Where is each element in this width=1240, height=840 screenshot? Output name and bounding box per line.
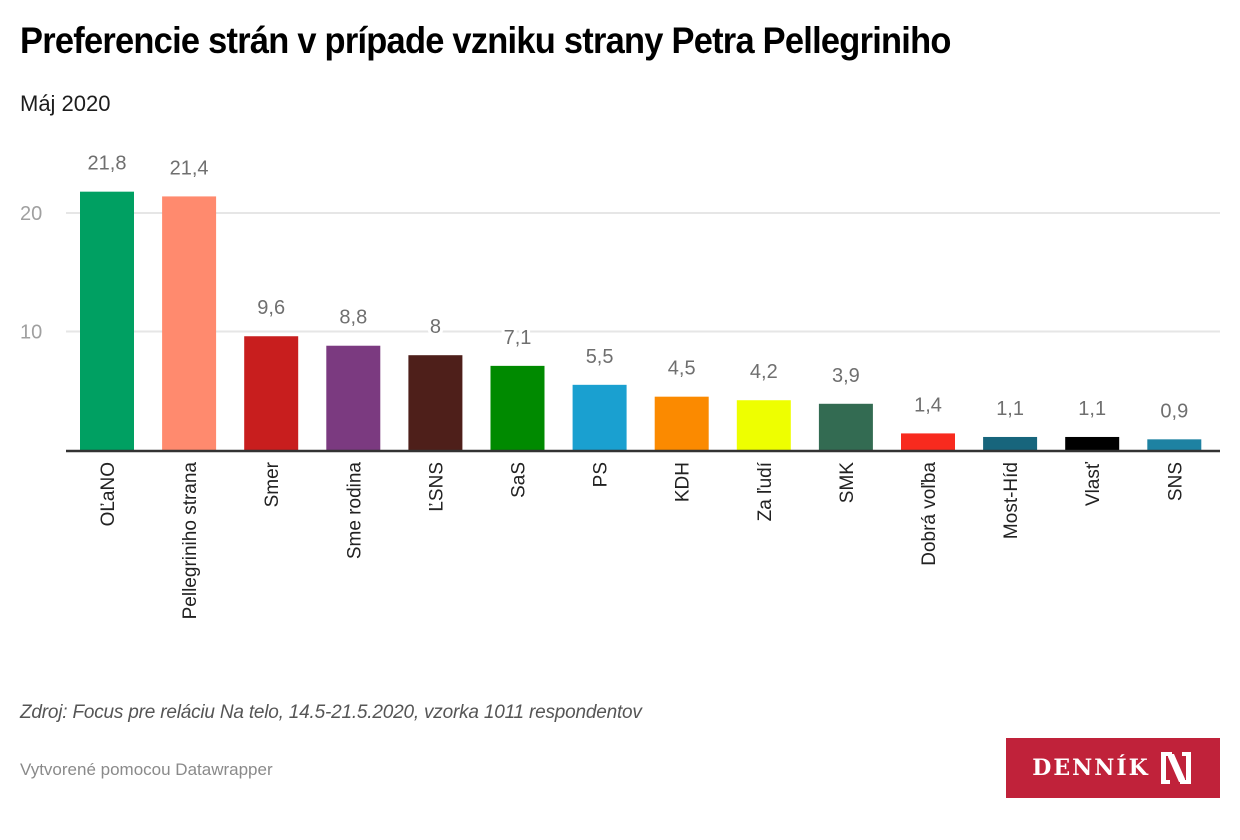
value-label: 1,1	[1078, 398, 1106, 420]
x-axis-label: OĽaNO	[98, 462, 119, 526]
value-label: 8	[430, 316, 441, 338]
x-axis-label: SNS	[1165, 462, 1186, 501]
source-note: Zdroj: Focus pre reláciu Na telo, 14.5-2…	[20, 702, 642, 723]
value-label: 1,1	[996, 398, 1024, 420]
bar-most-híd[interactable]	[983, 436, 1038, 450]
x-axis-label: SMK	[837, 462, 858, 504]
y-tick-label: 10	[20, 322, 42, 344]
bar-kdh[interactable]	[654, 396, 709, 450]
bar-smk[interactable]	[818, 403, 873, 450]
bar-pellegriniho-strana[interactable]	[162, 196, 217, 450]
bar-sme-rodina[interactable]	[326, 345, 381, 450]
value-labels: 21,8 21,4 9,6 8,8 8 7,1 5,5 4,5 4,2 3,9 1,4 1,1 1,1 0…	[85, 150, 1192, 426]
bar-oľano[interactable]	[80, 191, 134, 451]
bar-ps[interactable]	[572, 384, 627, 450]
bars	[80, 191, 1202, 451]
x-axis-label: Pellegriniho strana	[180, 462, 201, 620]
x-axis-label: SaS	[509, 462, 530, 498]
x-axis-label: Sme rodina	[344, 462, 365, 560]
value-label: 3,9	[832, 365, 860, 387]
bar-smer[interactable]	[244, 336, 299, 450]
logo-text: DENNÍK	[1032, 755, 1150, 781]
value-label: 4,2	[750, 361, 778, 383]
dennik-n-logo[interactable]: DENNÍK	[1006, 738, 1220, 798]
value-label: 1,4	[914, 394, 942, 416]
x-axis-label: Dobrá voľba	[919, 462, 940, 566]
x-axis-label: Most-Híd	[1001, 462, 1022, 539]
y-tick-label: 20	[20, 203, 42, 225]
x-axis-label: Za ľudí	[755, 461, 776, 521]
bar-chart: 10 20 21,8 21,4 9,6 8,8 8 7,1 5,5 4,5 4,2 3,9 1,4 1,…	[20, 150, 1220, 620]
x-axis-label: Smer	[262, 461, 283, 507]
x-axis-label: KDH	[673, 462, 694, 502]
value-label: 0,9	[1160, 400, 1188, 422]
logo-n-icon	[1160, 752, 1191, 784]
bar-za-ľudí[interactable]	[736, 400, 791, 450]
value-label: 4,5	[668, 358, 696, 380]
bar-ľsns[interactable]	[408, 355, 463, 450]
x-axis-label: PS	[591, 462, 612, 487]
value-label: 21,8	[88, 153, 127, 175]
chart-title: Preferencie strán v prípade vzniku stran…	[20, 20, 951, 61]
value-label: 9,6	[257, 297, 285, 319]
bar-dobrá-voľba[interactable]	[901, 433, 955, 450]
x-axis-labels: OĽaNO Pellegriniho strana Smer Sme rodina ĽS…	[98, 461, 1186, 619]
bar-sas[interactable]	[490, 365, 545, 450]
gridlines: 10 20	[20, 203, 1220, 344]
chart-subtitle: Máj 2020	[20, 91, 111, 116]
datawrapper-credit-link[interactable]: Vytvorené pomocou Datawrapper	[20, 760, 273, 779]
bar-vlasť[interactable]	[1065, 436, 1120, 450]
value-label: 21,4	[170, 157, 209, 179]
value-label: 5,5	[586, 346, 614, 368]
x-axis-label: ĽSNS	[426, 462, 447, 512]
value-label: 8,8	[339, 307, 367, 329]
x-axis-label: Vlasť	[1083, 461, 1104, 506]
bar-sns[interactable]	[1147, 439, 1202, 450]
value-label: 7,1	[504, 327, 532, 349]
